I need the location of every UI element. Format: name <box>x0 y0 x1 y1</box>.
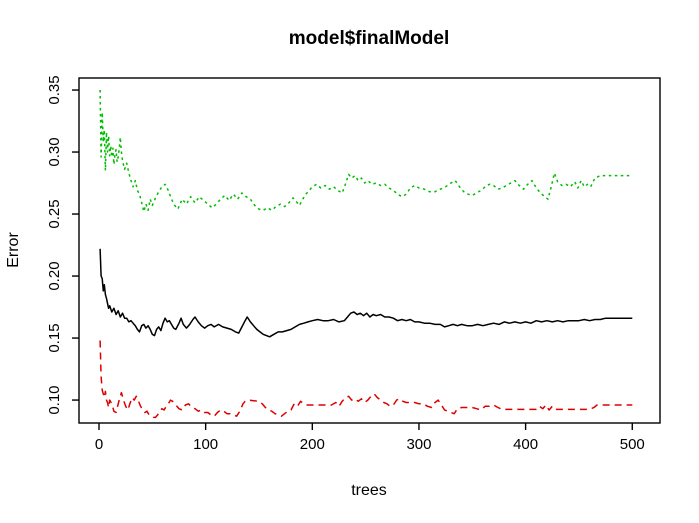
y-tick-label: 0.35 <box>46 75 63 104</box>
x-tick-label: 300 <box>406 436 431 453</box>
chart-title: model$finalModel <box>289 28 449 49</box>
green-dotted-error-line <box>99 89 633 213</box>
x-axis-label: trees <box>351 482 387 499</box>
x-tick-label: 100 <box>193 436 218 453</box>
data-series-group <box>99 89 633 419</box>
x-tick-label: 200 <box>300 436 325 453</box>
plot-border-box <box>78 77 661 424</box>
y-tick-label: 0.20 <box>46 261 63 290</box>
x-tick-label: 0 <box>95 436 103 453</box>
y-axis-ticks: 0.10 0.15 0.20 0.25 0.30 0.35 <box>46 75 79 415</box>
x-axis-ticks: 0 100 200 300 400 500 <box>95 423 645 453</box>
x-tick-label: 500 <box>620 436 645 453</box>
y-tick-label: 0.10 <box>46 385 63 414</box>
x-tick-label: 400 <box>513 436 538 453</box>
y-tick-label: 0.30 <box>46 137 63 166</box>
y-axis-label: Error <box>5 232 22 268</box>
y-tick-label: 0.15 <box>46 323 63 352</box>
y-tick-label: 0.25 <box>46 199 63 228</box>
red-dashed-error-line <box>99 340 633 419</box>
black-solid-error-line <box>99 248 633 338</box>
